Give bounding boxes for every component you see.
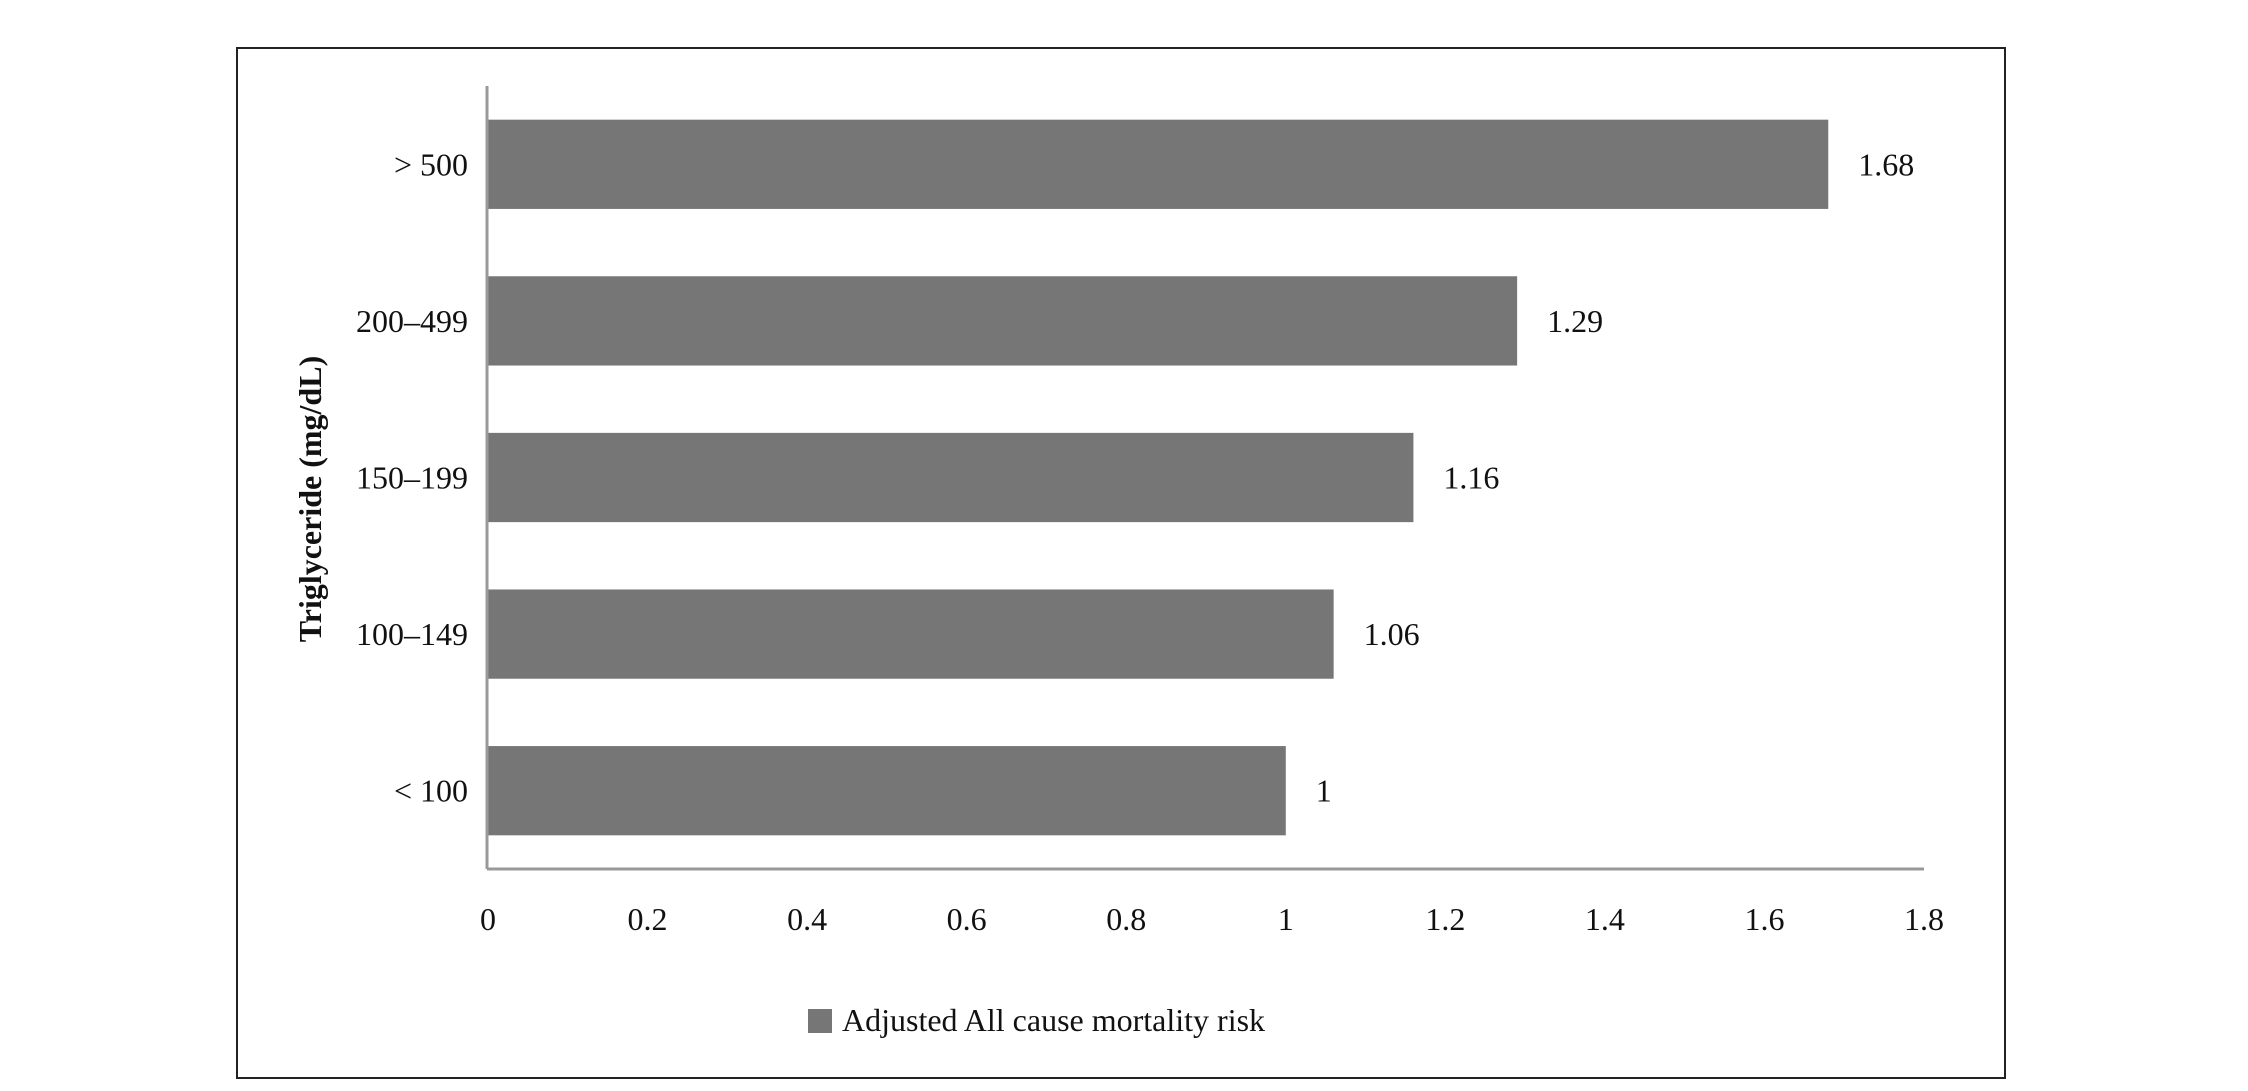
bar-2 [488,432,1414,523]
data-label-1: 1.06 [1364,616,1420,652]
y-axis-title: Triglyceride (mg/dL) [292,356,328,642]
bar-0 [488,746,1286,836]
y-tick-label-4: > 500 [394,146,468,182]
data-label-3: 1.29 [1547,303,1603,339]
y-tick-label-2: 150–199 [356,460,468,496]
y-tick-label-1: 100–149 [356,616,468,652]
legend-swatch [808,1008,832,1033]
data-label-0: 1 [1316,773,1332,809]
data-label-4: 1.68 [1858,146,1914,182]
x-tick-label-5: 1 [1278,901,1294,937]
x-tick-label-1: 0.2 [628,901,668,937]
bars-group [488,119,1829,836]
legend: Adjusted All cause mortality risk [808,1002,1265,1039]
y-tick-label-3: 200–499 [356,303,468,339]
y-tick-label-0: < 100 [394,773,468,809]
labels-group: 1 < 100 1.06 100–149 1.16 150–199 1.29 200–499 1… [356,146,1944,937]
x-tick-label-3: 0.6 [947,901,987,937]
x-tick-label-2: 0.4 [787,901,827,937]
x-tick-label-4: 0.8 [1106,901,1146,937]
chart-frame [236,47,2006,1079]
bar-1 [488,589,1334,679]
x-tick-label-0: 0 [480,901,496,937]
legend-label: Adjusted All cause mortality risk [842,1002,1266,1038]
bar-3 [488,276,1518,366]
x-tick-label-9: 1.8 [1904,901,1944,937]
bar-4 [488,119,1829,209]
x-tick-label-7: 1.4 [1585,901,1625,937]
x-tick-label-8: 1.6 [1744,901,1784,937]
data-label-2: 1.16 [1443,460,1499,496]
x-tick-label-6: 1.2 [1425,901,1465,937]
